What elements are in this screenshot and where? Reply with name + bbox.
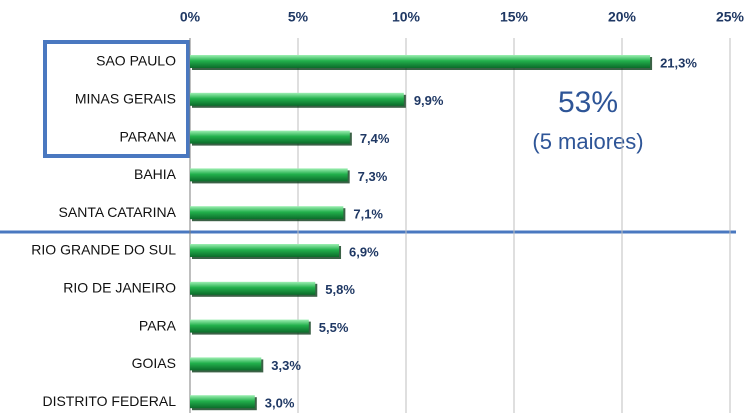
value-label: 21,3% [660, 55, 697, 70]
value-label: 9,9% [414, 93, 444, 108]
bar [190, 357, 262, 371]
x-tick-label: 25% [716, 9, 745, 25]
bar [190, 319, 309, 333]
category-label: SAO PAULO [96, 53, 176, 69]
category-label: BAHIA [134, 166, 177, 182]
value-label: 6,9% [349, 244, 379, 259]
x-tick-label: 0% [180, 9, 201, 25]
category-label: SANTA CATARINA [59, 204, 177, 220]
bar [190, 168, 348, 182]
x-tick-label: 15% [500, 9, 529, 25]
bar [190, 206, 344, 220]
value-label: 5,5% [319, 320, 349, 335]
annotation: 53% [558, 86, 618, 119]
x-tick-label: 20% [608, 9, 637, 25]
category-label: MINAS GERAIS [75, 91, 176, 107]
bar [190, 281, 316, 295]
category-label: PARA [139, 317, 177, 333]
annotation: (5 maiores) [532, 129, 643, 154]
x-tick-label: 5% [288, 9, 309, 25]
category-label: RIO GRANDE DO SUL [31, 242, 176, 258]
x-tick-label: 10% [392, 9, 421, 25]
bar [190, 244, 340, 257]
value-label: 7,3% [358, 169, 388, 184]
value-label: 3,3% [271, 358, 301, 373]
category-label: PARANA [119, 128, 176, 144]
bar [190, 130, 350, 144]
highlight-box [43, 40, 190, 158]
bar [190, 395, 255, 409]
value-label: 7,1% [353, 207, 383, 222]
bar [190, 55, 651, 68]
value-label: 5,8% [325, 282, 355, 297]
category-label: RIO DE JANEIRO [63, 280, 176, 296]
value-label: 7,4% [360, 131, 390, 146]
value-label: 3,0% [265, 396, 295, 411]
category-label: DISTRITO FEDERAL [42, 393, 176, 409]
category-label: GOIAS [132, 355, 176, 371]
bar [190, 92, 404, 106]
